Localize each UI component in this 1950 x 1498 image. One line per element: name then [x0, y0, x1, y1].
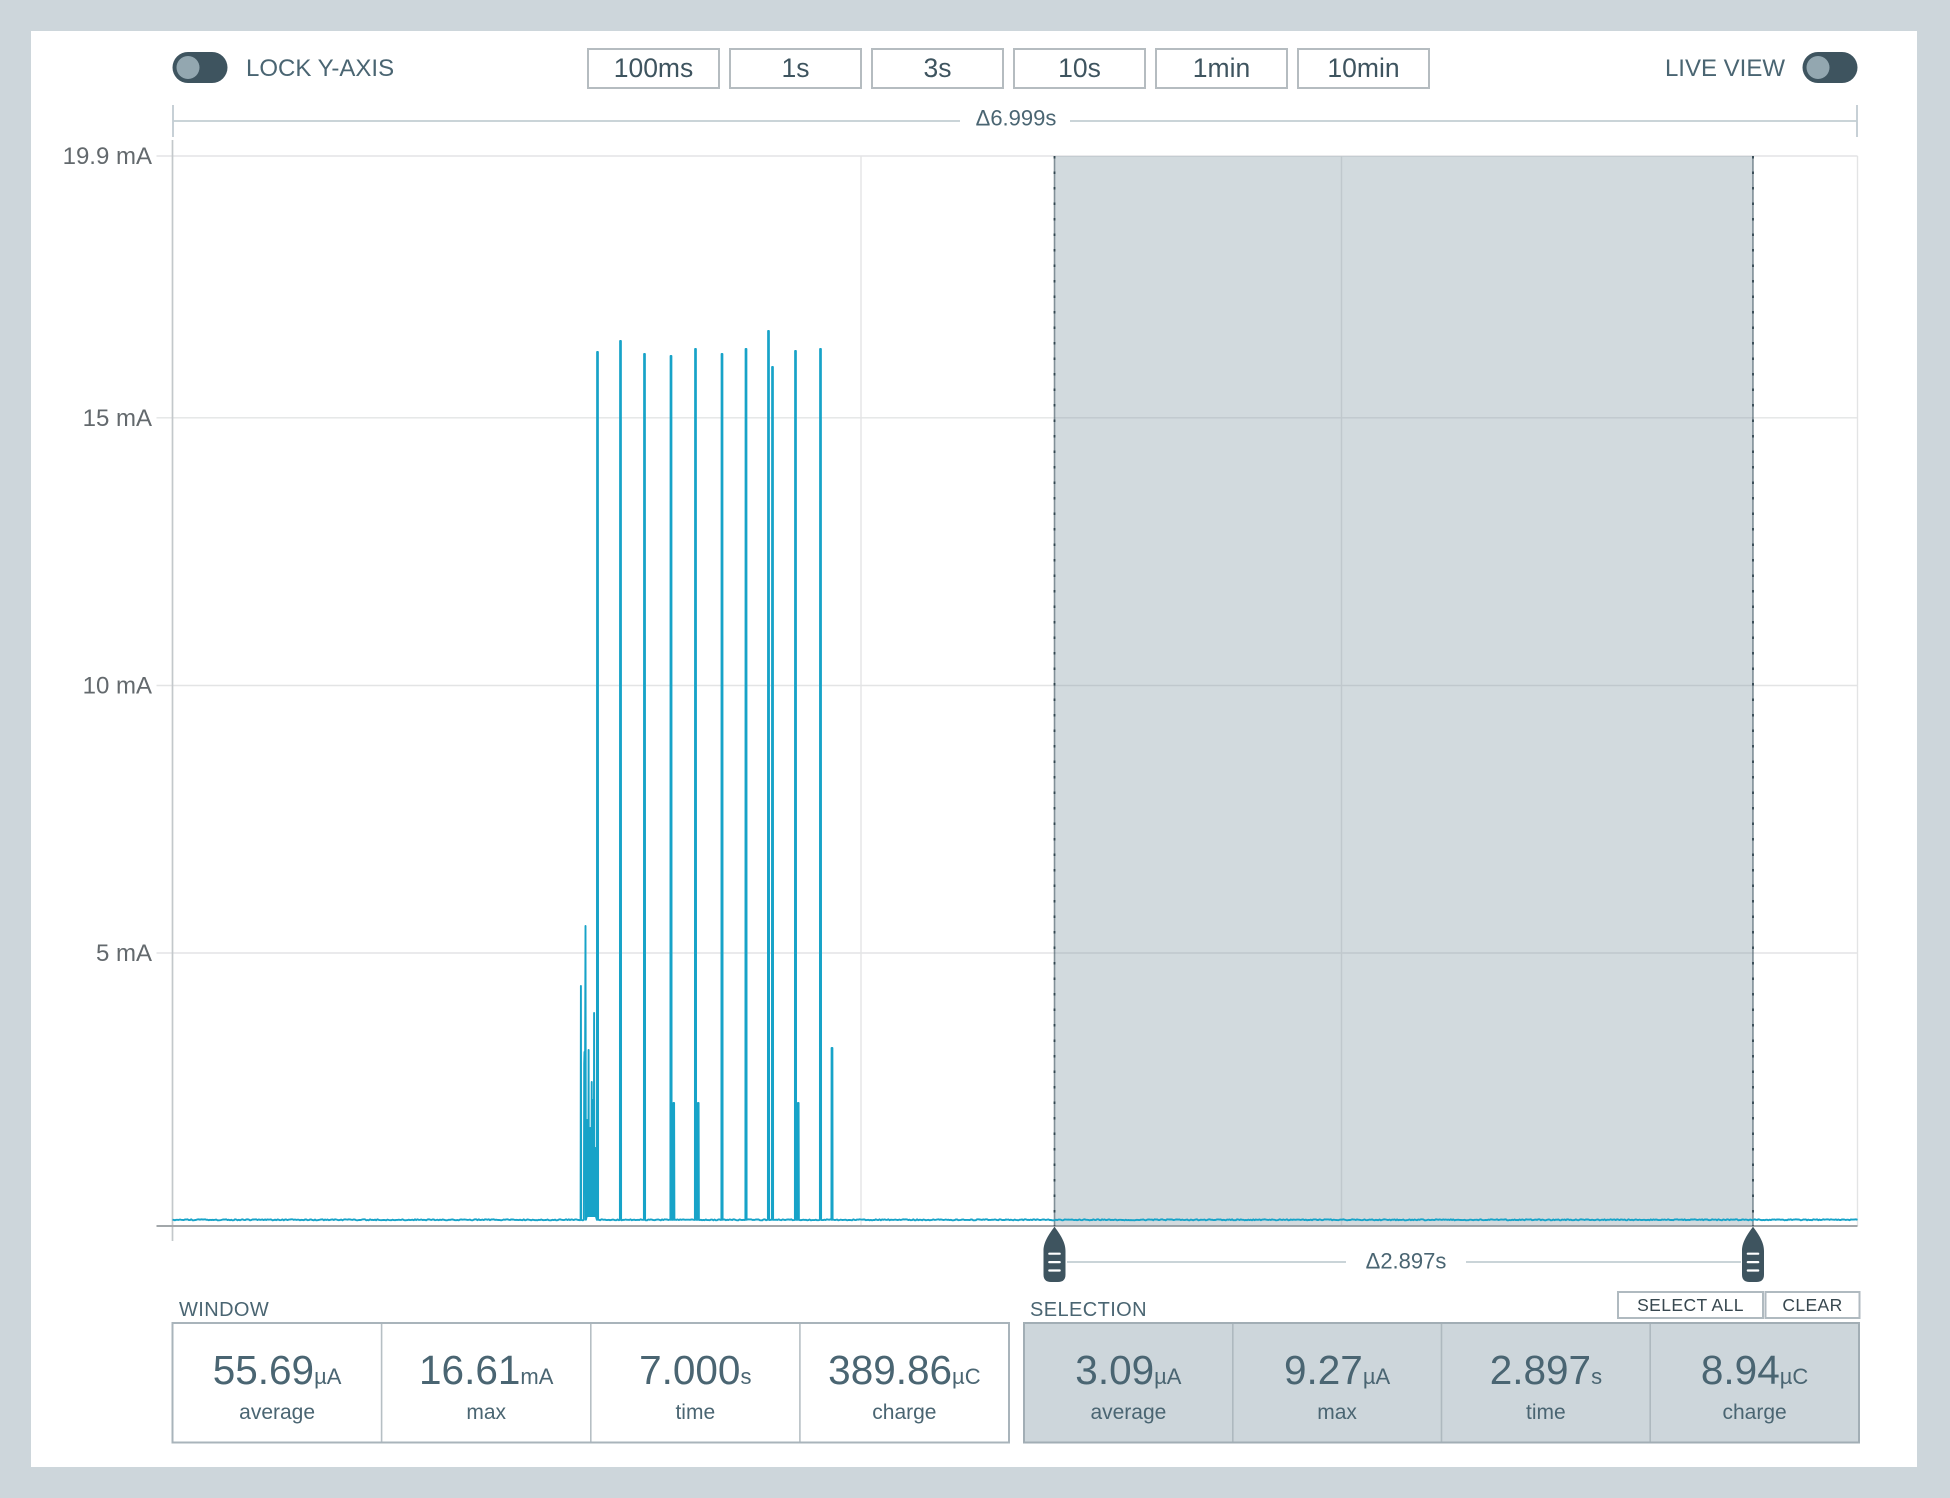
svg-text:10s: 10s — [1058, 53, 1101, 83]
svg-text:WINDOW: WINDOW — [179, 1299, 269, 1321]
svg-text:8.94µC: 8.94µC — [1701, 1347, 1809, 1393]
svg-text:max: max — [466, 1401, 506, 1424]
svg-text:5 mA: 5 mA — [96, 940, 152, 967]
svg-text:charge: charge — [1722, 1401, 1786, 1424]
svg-text:SELECTION: SELECTION — [1030, 1299, 1147, 1321]
svg-text:15 mA: 15 mA — [83, 405, 152, 432]
svg-text:55.69µA: 55.69µA — [213, 1347, 342, 1393]
svg-text:SELECT ALL: SELECT ALL — [1637, 1295, 1744, 1315]
svg-text:2.897s: 2.897s — [1490, 1347, 1602, 1393]
svg-text:Δ2.897s: Δ2.897s — [1366, 1249, 1447, 1274]
svg-text:16.61mA: 16.61mA — [419, 1347, 554, 1393]
svg-text:max: max — [1317, 1401, 1357, 1424]
svg-text:1s: 1s — [782, 53, 810, 83]
svg-text:100ms: 100ms — [614, 53, 694, 83]
svg-text:19.9 mA: 19.9 mA — [63, 143, 152, 170]
svg-text:9.27µA: 9.27µA — [1284, 1347, 1391, 1393]
svg-text:time: time — [675, 1401, 715, 1424]
svg-text:389.86µC: 389.86µC — [828, 1347, 981, 1393]
svg-text:3s: 3s — [924, 53, 952, 83]
svg-text:CLEAR: CLEAR — [1782, 1295, 1842, 1315]
svg-text:time: time — [1526, 1401, 1566, 1424]
svg-text:10 mA: 10 mA — [83, 673, 152, 700]
svg-text:average: average — [1090, 1401, 1166, 1424]
svg-text:10min: 10min — [1327, 53, 1399, 83]
svg-text:charge: charge — [872, 1401, 936, 1424]
svg-text:7.000s: 7.000s — [639, 1347, 751, 1393]
svg-text:3.09µA: 3.09µA — [1075, 1347, 1182, 1393]
svg-text:average: average — [239, 1401, 315, 1424]
svg-text:1min: 1min — [1193, 53, 1250, 83]
svg-text:LIVE VIEW: LIVE VIEW — [1665, 55, 1785, 82]
svg-text:Δ6.999s: Δ6.999s — [976, 106, 1057, 131]
svg-text:LOCK Y-AXIS: LOCK Y-AXIS — [246, 55, 394, 82]
